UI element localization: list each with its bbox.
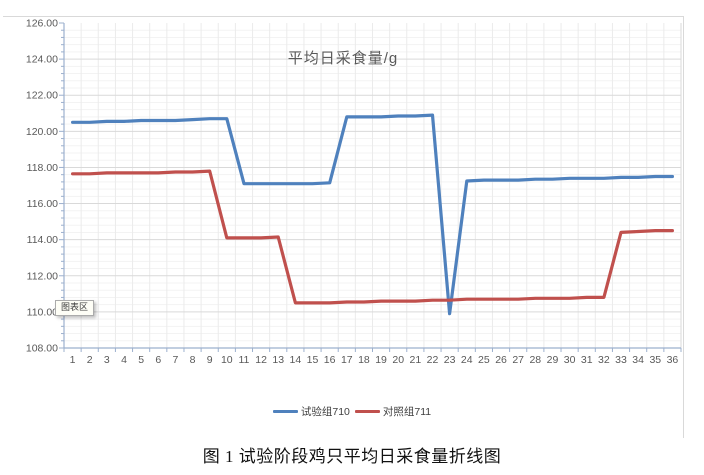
- x-tick-label: 36: [667, 354, 679, 366]
- x-tick-label: 11: [239, 354, 250, 366]
- legend-line-red-icon: [354, 410, 380, 413]
- chart-legend: 试验组710 对照组711: [0, 404, 704, 419]
- y-tick-label: 126.00: [26, 18, 58, 30]
- x-tick-label: 35: [649, 354, 661, 366]
- chart-area-tooltip: 图表区: [55, 300, 95, 316]
- y-tick-label: 124.00: [26, 54, 58, 66]
- x-tick-label: 21: [410, 354, 422, 366]
- x-tick-label: 13: [272, 354, 284, 366]
- legend-label-test-group: 试验组710: [300, 406, 350, 418]
- chart-title: 平均日采食量/g: [287, 50, 399, 67]
- gridlines-major: [64, 23, 682, 348]
- x-tick-label: 2: [87, 354, 93, 366]
- x-tick-label: 10: [221, 354, 233, 366]
- legend-item-control-group[interactable]: 对照组711: [354, 404, 432, 419]
- x-axis-labels: 1 2 3 4 5 6 7 8 9 10 11 12 13 14 15 16 17 18 19 20 21 22 23 24 2…: [70, 354, 679, 366]
- x-tick-label: 22: [427, 354, 439, 366]
- x-tick-label: 9: [207, 354, 213, 366]
- x-tick-label: 26: [495, 354, 507, 366]
- chart-svg: 126.00 124.00 122.00 120.00 118.00 116.00 114.…: [26, 18, 682, 366]
- x-tick-label: 33: [615, 354, 627, 366]
- y-tick-label: 112.00: [27, 270, 58, 282]
- y-tick-label: 118.00: [27, 162, 58, 174]
- x-tick-label: 1: [70, 354, 76, 366]
- y-axis-labels: 126.00 124.00 122.00 120.00 118.00 116.00 114.…: [26, 18, 58, 355]
- y-tick-label: 120.00: [26, 126, 58, 138]
- y-tick-label: 110.00: [27, 306, 58, 318]
- x-tick-label: 14: [290, 354, 302, 366]
- figure-caption: 图 1 试验阶段鸡只平均日采食量折线图: [202, 447, 502, 466]
- legend-line-blue-icon: [272, 410, 298, 413]
- x-tick-label: 27: [512, 354, 524, 366]
- x-tick-label: 4: [121, 354, 127, 366]
- legend-item-test-group[interactable]: 试验组710: [272, 404, 351, 419]
- series-line-0[interactable]: [70, 113, 675, 316]
- x-tick-label: 19: [375, 354, 387, 366]
- x-tick-label: 23: [444, 354, 456, 366]
- x-tick-label: 30: [564, 354, 576, 366]
- y-tick-label: 116.00: [27, 198, 58, 210]
- y-tick-label: 114.00: [27, 234, 58, 246]
- y-tick-label: 108.00: [26, 343, 58, 355]
- x-tick-label: 20: [392, 354, 404, 366]
- legend-label-control-group: 对照组711: [382, 406, 432, 418]
- x-tick-label: 25: [478, 354, 490, 366]
- x-tick-label: 17: [341, 354, 353, 366]
- x-tick-label: 15: [307, 354, 319, 366]
- x-tick-label: 5: [138, 354, 144, 366]
- x-tick-label: 18: [358, 354, 370, 366]
- axes: [59, 22, 682, 352]
- x-tick-label: 34: [632, 354, 644, 366]
- series-line-1[interactable]: [70, 169, 675, 305]
- x-tick-label: 8: [190, 354, 196, 366]
- chart-area[interactable]: 平均日采食量/g: [3, 16, 684, 438]
- x-tick-label: 12: [255, 354, 267, 366]
- x-tick-label: 6: [155, 354, 161, 366]
- x-tick-label: 7: [172, 354, 178, 366]
- x-tick-label: 16: [324, 354, 336, 366]
- x-tick-label: 29: [547, 354, 559, 366]
- x-tick-label: 24: [461, 354, 473, 366]
- x-tick-label: 31: [581, 354, 593, 366]
- x-tick-label: 3: [104, 354, 110, 366]
- x-tick-label: 28: [529, 354, 541, 366]
- y-tick-label: 122.00: [26, 90, 58, 102]
- gridlines-vertical: [80, 23, 665, 348]
- x-tick-label: 32: [598, 354, 610, 366]
